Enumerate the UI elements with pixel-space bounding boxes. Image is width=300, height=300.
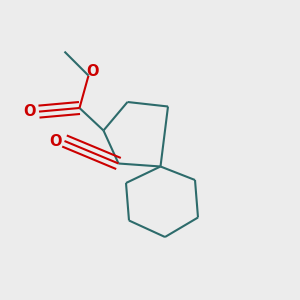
Text: O: O [49,134,62,148]
Text: O: O [24,104,36,119]
Text: O: O [86,64,98,80]
